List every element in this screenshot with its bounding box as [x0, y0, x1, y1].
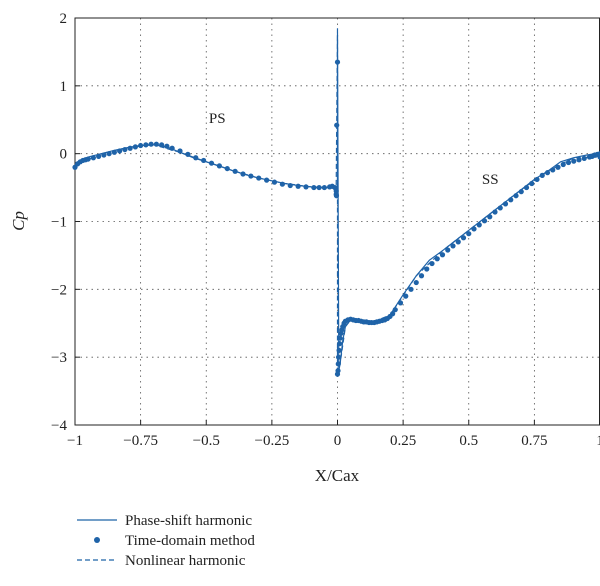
- x-tick-label: 0.5: [459, 433, 478, 449]
- time-domain-method-point: [185, 151, 191, 157]
- time-domain-method-point: [418, 273, 425, 279]
- time-domain-method-point: [303, 184, 309, 190]
- time-domain-method-point: [335, 354, 342, 360]
- time-domain-method-point: [333, 193, 340, 199]
- y-axis-label: Cp: [9, 211, 28, 231]
- time-domain-method-point: [224, 165, 230, 172]
- time-domain-method-point: [492, 209, 498, 215]
- x-tick-label: 0: [334, 433, 342, 449]
- y-tick-label: −1: [51, 215, 67, 231]
- y-tick-label: −4: [51, 418, 67, 434]
- time-domain-method-point: [487, 214, 493, 220]
- legend-label-time-domain-method: Time-domain method: [125, 533, 255, 549]
- time-domain-method-point: [450, 243, 456, 249]
- time-domain-method-point: [177, 148, 183, 154]
- legend-swatch-time-domain-method: [94, 537, 100, 543]
- y-tick-label: 0: [60, 147, 68, 163]
- legend-label-nonlinear-harmonic: Nonlinear harmonic: [125, 553, 246, 569]
- time-domain-method-point: [544, 170, 551, 176]
- time-domain-method-point: [460, 235, 467, 241]
- time-domain-method-point: [597, 154, 600, 160]
- time-domain-method-point: [337, 335, 343, 341]
- annotations: PS SS: [209, 111, 499, 188]
- x-tick-label: −0.25: [255, 433, 290, 449]
- time-domain-method-point: [101, 152, 107, 158]
- time-domain-method-point: [271, 179, 278, 185]
- time-domain-method-point: [571, 158, 577, 164]
- y-tick-label: −2: [51, 282, 67, 298]
- time-domain-method-point: [193, 155, 199, 161]
- legend: Phase-shift harmonic Time-domain method No…: [77, 513, 255, 569]
- x-tick-label: 0.75: [521, 433, 547, 449]
- annotation-ss: SS: [482, 172, 499, 188]
- time-domain-method-point: [576, 157, 582, 163]
- time-domain-method-point: [439, 252, 446, 258]
- time-domain-method-point: [403, 293, 409, 299]
- time-domain-method-point: [240, 171, 246, 177]
- axis-ticks: −1 −0.75 −0.5 −0.25 0 0.25 0.5 0.75 1 −4 −3 −2 −1 0 1 2: [51, 11, 600, 449]
- x-tick-label: −1: [67, 433, 83, 449]
- time-domain-method-point: [565, 159, 572, 166]
- time-domain-method-point: [216, 163, 222, 169]
- time-domain-method-point: [408, 286, 414, 292]
- time-domain-method-point: [550, 167, 556, 173]
- time-domain-method-point: [138, 142, 144, 149]
- y-tick-label: 2: [60, 11, 68, 27]
- annotation-ps: PS: [209, 111, 226, 127]
- time-domain-method-point: [232, 168, 238, 174]
- x-tick-label: −0.75: [123, 433, 158, 449]
- time-domain-method-point: [148, 141, 154, 147]
- grid-lines: [75, 18, 600, 425]
- x-tick-label: 0.25: [390, 433, 416, 449]
- time-domain-method-point: [523, 184, 530, 191]
- time-domain-method-point: [455, 239, 461, 245]
- time-domain-method-point: [122, 146, 128, 153]
- y-tick-label: −3: [51, 350, 67, 366]
- time-domain-method-point: [316, 184, 322, 191]
- time-domain-method-point: [337, 341, 343, 347]
- time-domain-method-point: [295, 183, 301, 189]
- time-domain-method-point: [127, 145, 133, 151]
- series-layer: [72, 28, 600, 377]
- time-domain-method-point: [201, 157, 207, 164]
- time-domain-method-point: [413, 279, 419, 286]
- time-domain-method-point: [164, 143, 170, 149]
- time-domain-method-point: [445, 247, 451, 253]
- time-domain-method-point: [529, 180, 535, 187]
- time-domain-method-point: [581, 155, 587, 162]
- x-axis-label: X/Cax: [315, 466, 360, 485]
- time-domain-method-markers: [72, 59, 600, 377]
- time-domain-method-point: [132, 144, 138, 150]
- y-tick-label: 1: [60, 79, 68, 95]
- x-tick-label: −0.5: [193, 433, 220, 449]
- nonlinear-harmonic-line: [74, 28, 600, 371]
- time-domain-method-point: [481, 218, 488, 224]
- time-domain-method-point: [466, 231, 472, 237]
- x-tick-label: 1: [596, 433, 600, 449]
- time-domain-method-point: [518, 189, 524, 195]
- legend-label-phase-shift-harmonic: Phase-shift harmonic: [125, 513, 252, 529]
